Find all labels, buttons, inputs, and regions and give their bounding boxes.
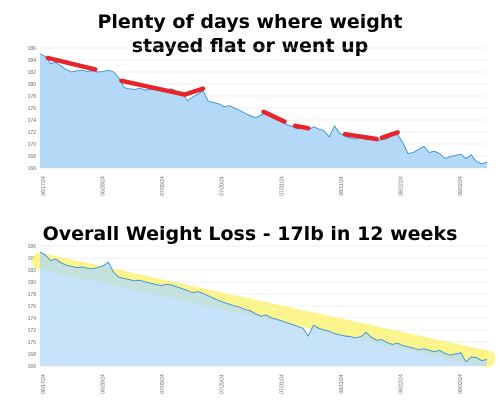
x-tick-label: 07/31/24 [279, 374, 285, 394]
flat-period-marker [45, 55, 98, 72]
x-tick-label: 07/31/24 [279, 176, 285, 196]
y-tick-label: 170 [28, 142, 37, 148]
y-tick-label: 170 [28, 340, 37, 346]
weight-line [39, 251, 488, 363]
x-tick-label: 09/02/24 [458, 176, 464, 196]
trend-band [40, 252, 487, 368]
y-tick-label: 174 [28, 316, 37, 322]
y-tick-label: 172 [28, 328, 37, 334]
y-tick-label: 166 [28, 364, 37, 370]
y-tick-label: 168 [28, 154, 37, 160]
weight-area [40, 252, 487, 366]
flat-days-chart: 186 184 182 180 178 176 174 172 170 168 166 06/17/2… [28, 46, 488, 196]
y-tick-label: 178 [28, 292, 37, 298]
y-tick-label: 184 [28, 58, 37, 64]
flat-period-marker [182, 86, 206, 97]
x-tick-label: 06/17/24 [41, 176, 47, 196]
y-tick-label: 176 [28, 304, 37, 310]
x-tick-label: 08/11/24 [339, 176, 345, 195]
y-tick-label: 174 [28, 118, 37, 124]
x-tick-label: 08/11/24 [339, 374, 345, 393]
weight-area [40, 54, 487, 168]
y-tick-label: 182 [28, 70, 37, 76]
y-tick-label: 176 [28, 106, 37, 112]
x-tick-label: 08/22/24 [398, 176, 404, 196]
flat-period-marker [342, 131, 379, 142]
x-tick-label: 08/22/24 [398, 374, 404, 394]
x-tick-label: 09/02/24 [458, 374, 464, 394]
y-tick-label: 180 [28, 82, 37, 88]
y-tick-label: 182 [28, 268, 37, 274]
x-tick-label: 06/28/24 [101, 374, 107, 394]
chart1-title-line2: stayed flat or went up [131, 35, 369, 57]
chart1-title: Plenty of days where weight stayed flat … [0, 10, 500, 58]
chart2-title: Overall Weight Loss - 17lb in 12 weeks [42, 223, 458, 245]
x-tick-label: 07/09/24 [160, 374, 166, 394]
flat-period-marker [292, 123, 311, 131]
x-tick-label: 06/28/24 [101, 176, 107, 196]
y-tick-label: 172 [28, 130, 37, 136]
y-tick-label: 168 [28, 352, 37, 358]
x-tick-label: 07/20/24 [220, 374, 226, 394]
flat-period-marker [379, 130, 400, 141]
overall-loss-chart: 18618418218017817617417217016816606/17/2… [28, 244, 496, 394]
x-tick-label: 07/09/24 [160, 176, 166, 196]
y-tick-label: 178 [28, 94, 37, 100]
y-tick-label: 186 [28, 244, 37, 250]
flat-period-marker [261, 109, 287, 124]
y-tick-label: 166 [28, 166, 37, 172]
x-tick-label: 07/20/24 [220, 176, 226, 196]
flat-period-marker [119, 78, 187, 97]
chart1-title-line1: Plenty of days where weight [97, 11, 403, 33]
y-tick-label: 180 [28, 280, 37, 286]
y-tick-label: 186 [28, 46, 37, 52]
x-tick-label: 06/17/24 [41, 374, 47, 394]
